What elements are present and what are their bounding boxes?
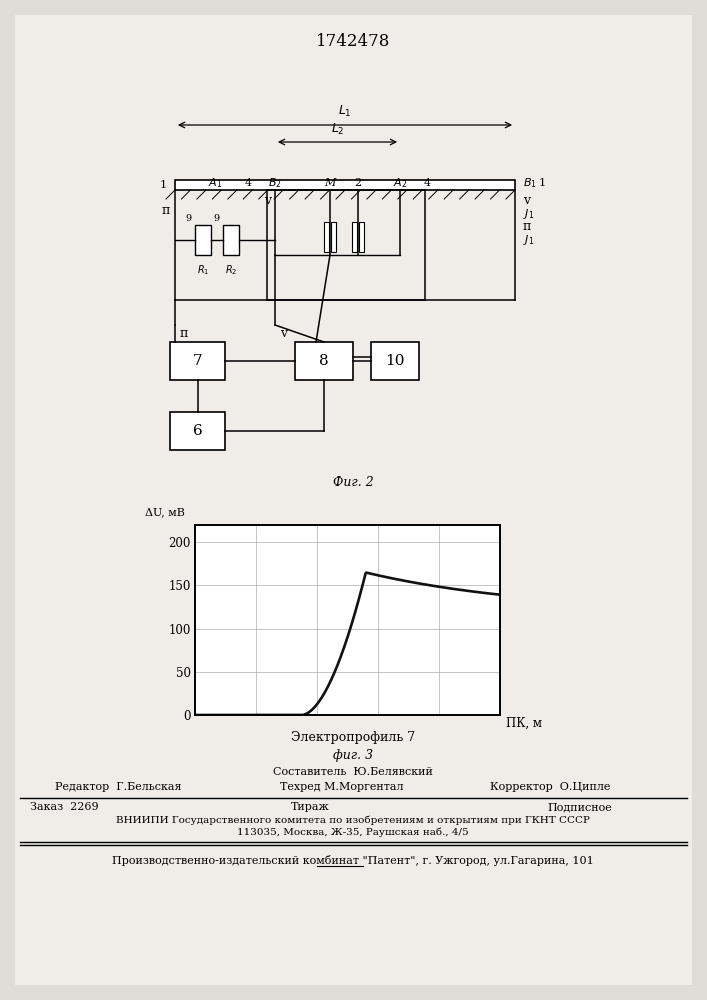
Text: Производственно-издательский комбинат "Патент", г. Ужгород, ул.Гагарина, 101: Производственно-издательский комбинат "П… [112,854,594,865]
Bar [359,222,364,252]
Text: 4: 4 [245,178,252,188]
Text: п: п [180,327,188,340]
Text: 1: 1 [160,180,167,190]
Text: 10: 10 [385,354,404,368]
Text: Электропрофиль 7: Электропрофиль 7 [291,730,415,744]
Text: Заказ  2269: Заказ 2269 [30,802,98,812]
Text: $R_2$: $R_2$ [225,263,237,277]
Text: 4: 4 [423,178,431,188]
Text: $L_1$: $L_1$ [338,104,352,119]
Bar [331,222,336,252]
Text: $B_1$: $B_1$ [523,176,537,190]
Bar [352,222,357,252]
Text: v: v [523,194,530,207]
Text: $A_2$: $A_2$ [393,176,407,190]
Text: v: v [280,327,287,340]
Text: п: п [523,221,532,233]
Text: п: п [162,204,170,217]
Text: $J_1$: $J_1$ [523,233,534,247]
Text: 7: 7 [193,354,202,368]
Text: Техред М.Моргентал: Техред М.Моргентал [280,782,404,792]
Text: $A_1$: $A_1$ [208,176,222,190]
Text: 1: 1 [539,178,546,188]
Bar [175,180,515,190]
Text: M: M [325,178,336,188]
Text: $L_2$: $L_2$ [331,122,344,137]
Text: 9: 9 [214,214,220,223]
Text: 2: 2 [354,178,361,188]
Text: 8: 8 [319,354,329,368]
Text: $J_1$: $J_1$ [523,207,534,221]
Text: фиг. 3: фиг. 3 [333,748,373,762]
Text: Редактор  Г.Бельская: Редактор Г.Бельская [55,782,182,792]
Text: Фиг. 2: Фиг. 2 [332,476,373,488]
Text: $B_2$: $B_2$ [268,176,282,190]
Bar [195,225,211,255]
Text: Корректор  О.Ципле: Корректор О.Ципле [490,782,610,792]
Text: v: v [264,194,271,207]
Bar [170,342,225,380]
Text: $R_1$: $R_1$ [197,263,209,277]
Bar [170,412,225,450]
Bar [371,342,419,380]
Text: ПК, м: ПК, м [506,716,542,730]
Text: ВНИИПИ Государственного комитета по изобретениям и открытиям при ГКНТ СССР: ВНИИПИ Государственного комитета по изоб… [116,815,590,825]
Bar [223,225,239,255]
Text: 1742478: 1742478 [316,33,390,50]
Text: Тираж: Тираж [291,802,329,812]
Bar [324,222,329,252]
Text: Составитель  Ю.Белявский: Составитель Ю.Белявский [273,767,433,777]
Text: Подписное: Подписное [548,802,612,812]
Text: 113035, Москва, Ж-35, Раушская наб., 4/5: 113035, Москва, Ж-35, Раушская наб., 4/5 [237,827,469,837]
Text: ΔU, мВ: ΔU, мВ [145,507,185,517]
Text: 6: 6 [192,424,202,438]
Text: 9: 9 [186,214,192,223]
Bar [295,342,353,380]
Bar [267,190,425,300]
